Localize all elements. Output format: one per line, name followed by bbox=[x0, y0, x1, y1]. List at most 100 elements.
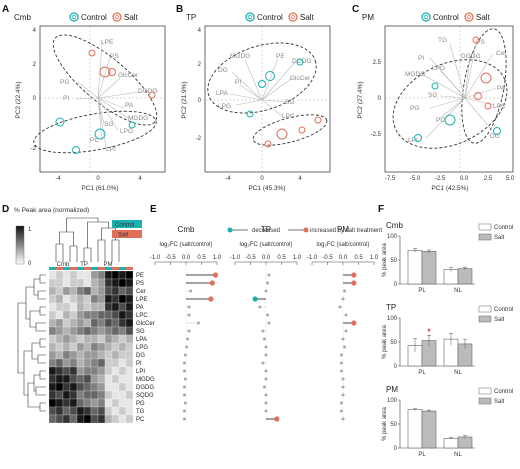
heatmap-cell bbox=[69, 326, 78, 336]
legend-salt-label: Salt bbox=[124, 13, 139, 22]
svg-text:-4: -4 bbox=[225, 176, 231, 182]
heatmap-cell bbox=[55, 270, 64, 280]
pca-c-xlabel: PC1 (42.5%) bbox=[431, 185, 468, 192]
heatmap-cell bbox=[69, 294, 78, 304]
bar-legend-salt-swatch bbox=[478, 397, 492, 405]
heatmap-cell bbox=[111, 270, 120, 280]
pca-b-axes: -4 0 4 -2 0 2 4 PC1 (45.3%) PC2 (21.9%) bbox=[181, 28, 302, 192]
bar-tick-label: 50 bbox=[390, 340, 397, 346]
pca-a-ylabel: PC2 (22.4%) bbox=[15, 81, 22, 118]
heatmap-cell bbox=[118, 286, 127, 296]
bar-legend-control-label: Control bbox=[494, 389, 513, 395]
fc-column-TP: TP log₂FC (salt/control) -1.0 -0.5 0.0 0.5 1.0 bbox=[230, 225, 302, 423]
heatmap-cell bbox=[111, 278, 120, 288]
bar-legend-control-swatch bbox=[478, 305, 492, 313]
heatmap-cell bbox=[62, 398, 71, 408]
heatmap-cell bbox=[125, 278, 134, 288]
heatmap-cell bbox=[55, 366, 64, 376]
svg-text:LPC: LPC bbox=[282, 113, 295, 120]
bar-chart-title: Cmb bbox=[386, 221, 403, 230]
heatmap-cell bbox=[62, 294, 71, 304]
heatmap-row-dendrogram bbox=[17, 274, 46, 412]
svg-text:Salt: Salt bbox=[476, 13, 491, 22]
heatmap-cell bbox=[118, 318, 127, 328]
svg-text:-2: -2 bbox=[196, 136, 202, 142]
bar-chart-Cmb: Cmb 0 50 100 % peak area Control Salt PL NL bbox=[382, 221, 513, 294]
bar-chart-title: TP bbox=[386, 303, 396, 312]
fc-point bbox=[187, 305, 191, 309]
fc-point bbox=[339, 369, 343, 373]
svg-text:Control: Control bbox=[257, 13, 283, 22]
fc-point bbox=[264, 401, 268, 405]
heatmap-cell bbox=[90, 374, 99, 384]
heatmap-cell bbox=[55, 326, 64, 336]
fc-tick-label: -0.5 bbox=[322, 255, 333, 261]
fc-point bbox=[185, 345, 189, 349]
fc-point bbox=[187, 329, 191, 333]
heatmap-cell bbox=[48, 366, 57, 376]
bar-tick-label: 0 bbox=[394, 446, 398, 452]
heatmap-legend-control-label: Control bbox=[115, 223, 134, 229]
heatmap-cell bbox=[83, 318, 92, 328]
svg-text:0: 0 bbox=[28, 261, 32, 267]
fc-point bbox=[264, 393, 268, 397]
fc-point bbox=[189, 289, 193, 293]
pca-c-frame bbox=[384, 25, 514, 173]
fc-point bbox=[182, 385, 186, 389]
heatmap-cell bbox=[111, 358, 120, 368]
heatmap-cell bbox=[76, 286, 85, 296]
heatmap-cell bbox=[111, 382, 120, 392]
heatmap-cell bbox=[118, 350, 127, 360]
fc-point bbox=[339, 361, 343, 365]
pca-a-salt-ellipse bbox=[52, 34, 158, 126]
heatmap-cell bbox=[125, 366, 134, 376]
heatmap-cell bbox=[111, 350, 120, 360]
pca-b-loading-arrows bbox=[229, 57, 296, 117]
heatmap-cell bbox=[83, 406, 92, 416]
pca-a-legend: Control Salt bbox=[69, 12, 139, 22]
fc-point bbox=[187, 313, 191, 317]
heatmap-cell bbox=[125, 390, 134, 400]
heatmap-cell bbox=[48, 318, 57, 328]
svg-text:MGDG: MGDG bbox=[230, 53, 250, 60]
heatmap-cell bbox=[125, 310, 134, 320]
fc-point bbox=[186, 337, 190, 341]
fc-tick-label: -1.0 bbox=[307, 255, 318, 261]
heatmap-cell bbox=[48, 414, 57, 424]
heatmap-cell bbox=[104, 302, 113, 312]
heatmap-cell bbox=[62, 390, 71, 400]
fc-point bbox=[338, 305, 342, 309]
heatmap-cell bbox=[48, 334, 57, 344]
fc-point bbox=[341, 297, 345, 301]
fc-point bbox=[196, 321, 200, 325]
heatmap-cell bbox=[62, 270, 71, 280]
bar-category-label: NL bbox=[454, 288, 462, 294]
bar-ylabel: % peak area bbox=[382, 325, 388, 359]
svg-text:TG: TG bbox=[438, 37, 447, 44]
heatmap-cell bbox=[48, 350, 57, 360]
fc-point bbox=[208, 296, 214, 302]
svg-text:0: 0 bbox=[260, 176, 264, 182]
heatmap-cell bbox=[55, 382, 64, 392]
heatmap-cell bbox=[97, 382, 106, 392]
heatmap-cell bbox=[125, 414, 134, 424]
svg-text:2.5: 2.5 bbox=[484, 176, 493, 182]
bar-chart-TP: TP 0 50 100 % peak area Control Salt PL NL * bbox=[382, 303, 513, 376]
svg-text:LPE: LPE bbox=[101, 39, 114, 46]
bar bbox=[407, 250, 423, 285]
heatmap-cell bbox=[104, 366, 113, 376]
heatmap-cell bbox=[118, 390, 127, 400]
svg-text:4: 4 bbox=[198, 28, 202, 34]
heatmap-cell bbox=[55, 286, 64, 296]
svg-text:MGDG: MGDG bbox=[128, 115, 148, 122]
fc-tick-label: -1.0 bbox=[150, 255, 161, 261]
heatmap-cell bbox=[55, 310, 64, 320]
fc-tick-label: 0.0 bbox=[339, 255, 348, 261]
pca-a-axes: -4 0 4 -2 0 2 4 PC1 (61.0%) PC2 (22.4%) bbox=[15, 28, 142, 192]
heatmap-cell bbox=[83, 374, 92, 384]
heatmap-row-label: SG bbox=[136, 329, 145, 335]
pca-c-title: PM bbox=[362, 13, 374, 22]
fc-point bbox=[339, 353, 343, 357]
pca-a-xlabel: PC1 (61.0%) bbox=[81, 185, 118, 192]
bar-legend-control-label: Control bbox=[494, 307, 513, 313]
